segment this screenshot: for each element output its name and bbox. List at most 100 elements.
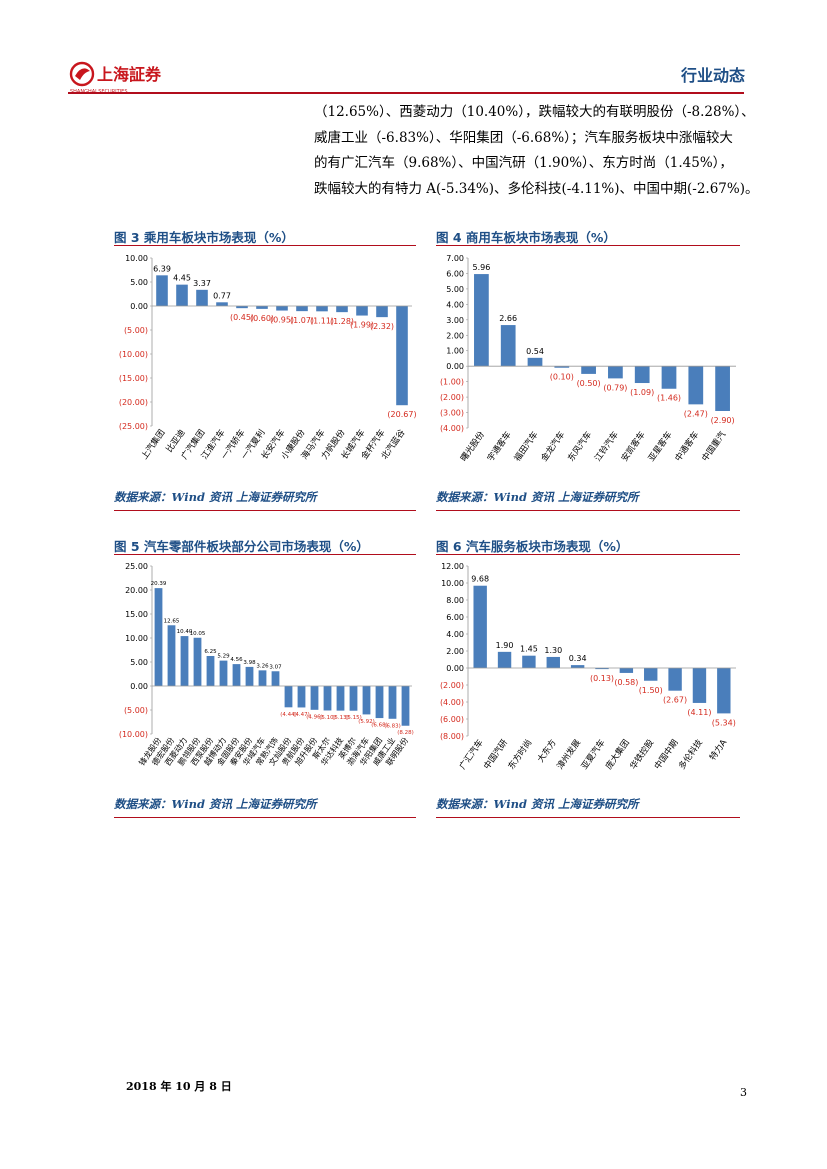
category-label: 亚星客车 bbox=[646, 429, 675, 463]
figure-4-top-rule bbox=[436, 245, 740, 246]
data-label: (0.13) bbox=[590, 674, 614, 683]
y-tick-label: (15.00) bbox=[119, 374, 148, 383]
bar bbox=[316, 306, 328, 312]
data-label: (5.92) bbox=[358, 719, 375, 725]
bar bbox=[546, 656, 560, 668]
bar bbox=[527, 357, 543, 367]
y-tick-label: 2.00 bbox=[446, 647, 464, 656]
bar bbox=[356, 306, 368, 316]
bar bbox=[245, 666, 254, 686]
bar bbox=[619, 668, 634, 673]
y-tick-label: (10.00) bbox=[119, 730, 148, 739]
data-label: 0.34 bbox=[569, 654, 587, 663]
logo-text: 上海証券 bbox=[97, 65, 162, 84]
y-tick-label: 5.00 bbox=[130, 658, 148, 667]
figure-3-chart: 10.00 5.00 0.00 (5.00) (10.00) (15.00) (20.00)… bbox=[119, 254, 416, 462]
y-tick-label: 15.00 bbox=[125, 610, 148, 619]
y-tick-label: 12.00 bbox=[441, 562, 464, 571]
bar bbox=[154, 588, 163, 686]
bar bbox=[310, 686, 319, 710]
y-tick-label: 0.00 bbox=[446, 362, 464, 371]
bar bbox=[661, 366, 677, 389]
bar bbox=[473, 585, 487, 668]
bar bbox=[717, 668, 731, 714]
y-tick-label: 1.00 bbox=[446, 347, 464, 356]
category-label: 安凯客车 bbox=[619, 429, 648, 463]
data-label: (5.34) bbox=[712, 718, 736, 727]
data-label: 6.25 bbox=[204, 649, 217, 655]
bar bbox=[349, 686, 358, 711]
y-tick-label: 5.00 bbox=[446, 285, 464, 294]
figure-5-title: 图 5 汽车零部件板块部分公司市场表现（%） bbox=[114, 539, 369, 554]
y-tick-label: (2.00) bbox=[440, 393, 464, 402]
bar bbox=[271, 671, 280, 686]
data-label: 2.66 bbox=[499, 314, 517, 323]
body-line: （12.65%）、西菱动力（10.40%），跌幅较大的有联明股份（-8.28%）… bbox=[314, 104, 755, 120]
y-tick-label: (20.00) bbox=[119, 398, 148, 407]
data-label: (4.96) bbox=[306, 714, 323, 720]
figure-4-source: 数据来源：Wind 资讯 上海证券研究所 bbox=[436, 490, 639, 504]
data-label: (0.79) bbox=[603, 383, 627, 392]
category-label: 亚夏汽车 bbox=[579, 737, 608, 771]
bar bbox=[715, 366, 730, 411]
bar bbox=[156, 275, 168, 306]
y-tick-label: 4.00 bbox=[446, 300, 464, 309]
data-label: (1.46) bbox=[657, 394, 681, 403]
category-label: 广汇汽车 bbox=[457, 737, 486, 771]
figure-5-bottom-rule bbox=[114, 817, 416, 818]
data-label: (6.83) bbox=[384, 723, 401, 729]
y-tick-label: (1.00) bbox=[440, 378, 464, 387]
body-line: 的有广汇汽车（9.68%）、中国汽研（1.90%）、东方时尚（1.45%）， bbox=[314, 155, 733, 171]
bar bbox=[644, 668, 658, 681]
data-label: 12.65 bbox=[164, 618, 180, 624]
data-label: 3.98 bbox=[243, 660, 256, 666]
figure-6-title: 图 6 汽车服务板块市场表现（%） bbox=[436, 539, 629, 554]
category-label: 金龙汽车 bbox=[539, 429, 568, 463]
bar bbox=[396, 306, 408, 406]
y-tick-label: 5.00 bbox=[130, 278, 148, 287]
data-label: (2.47) bbox=[684, 409, 708, 418]
data-label: 9.68 bbox=[471, 575, 489, 584]
data-label: 10.05 bbox=[190, 631, 206, 637]
data-label: (6.68) bbox=[371, 723, 388, 729]
figure-6-chart: 12.00 10.00 8.00 6.00 4.00 2.00 0.00 (2.00) (4.0… bbox=[440, 562, 736, 772]
y-tick-label: 8.00 bbox=[446, 596, 464, 605]
data-label: 0.54 bbox=[526, 347, 544, 356]
category-label: 中通客车 bbox=[673, 429, 702, 463]
y-tick-label: 0.00 bbox=[446, 664, 464, 673]
bar bbox=[193, 637, 202, 686]
data-label: (2.32) bbox=[370, 322, 394, 331]
bar bbox=[376, 306, 388, 318]
y-tick-label: 7.00 bbox=[446, 254, 464, 263]
bar bbox=[216, 302, 228, 306]
bar bbox=[297, 686, 306, 708]
bar bbox=[634, 366, 650, 384]
y-tick-label: 6.00 bbox=[446, 613, 464, 622]
data-label: (0.45) bbox=[230, 313, 254, 322]
bar bbox=[522, 655, 536, 668]
y-tick-label: 10.00 bbox=[125, 634, 148, 643]
bar bbox=[500, 325, 516, 367]
y-tick-label: 0.00 bbox=[130, 682, 148, 691]
data-label: 4.56 bbox=[230, 657, 243, 663]
data-label: (5.13) bbox=[332, 715, 349, 721]
y-tick-label: 25.00 bbox=[125, 562, 148, 571]
data-label: 4.45 bbox=[173, 274, 191, 283]
category-label: 中国中期 bbox=[652, 737, 681, 771]
bar bbox=[323, 686, 332, 711]
figure-3-source: 数据来源：Wind 资讯 上海证券研究所 bbox=[114, 490, 317, 504]
category-label: 大东方 bbox=[535, 737, 559, 764]
bar bbox=[219, 660, 228, 686]
header-divider bbox=[68, 92, 744, 94]
data-label: 5.29 bbox=[217, 654, 230, 660]
category-label: 东风汽车 bbox=[566, 429, 595, 463]
body-line: 跌幅较大的有特力 A(-5.34%)、多伦科技(-4.11%)、中国中期(-2.… bbox=[314, 180, 759, 197]
figure-6-bottom-rule bbox=[436, 817, 740, 818]
data-label: 5.96 bbox=[472, 263, 490, 272]
bar bbox=[688, 366, 704, 405]
bar bbox=[256, 306, 268, 309]
y-tick-label: (5.00) bbox=[124, 706, 148, 715]
y-tick-label: (5.00) bbox=[124, 326, 148, 335]
figure-3-title: 图 3 乘用车板块市场表现（%） bbox=[114, 230, 294, 245]
figure-6-top-rule bbox=[436, 554, 740, 555]
